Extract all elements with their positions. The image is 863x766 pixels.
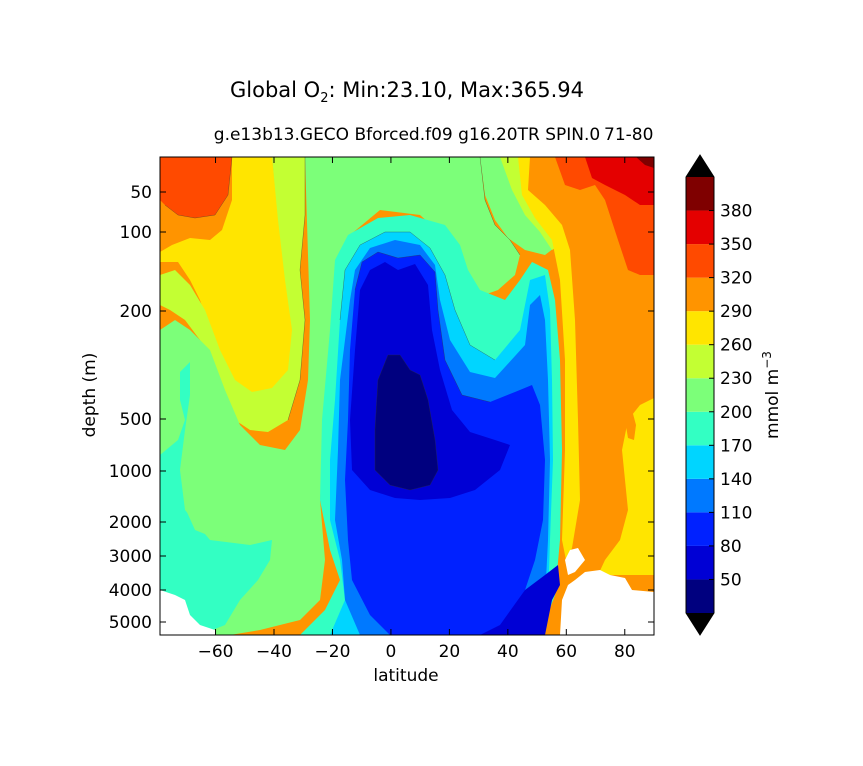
colorbar-swatch [686,244,714,278]
y-tick-label: 3000 [109,547,152,567]
chart-subtitle: g.e13b13.GECO Bforced.f09 g16.20TR SPIN.… [0,125,814,145]
colorbar-swatch [686,579,714,613]
y-tick-label: 5000 [109,613,152,633]
y-tick-label: 2000 [109,513,152,533]
seafloor-mask [160,590,215,635]
colorbar-tick-label: 110 [720,503,752,523]
x-tick-label: 0 [386,642,397,662]
colorbar-tick-label: 200 [720,403,752,423]
subtitle-left: g.e13b13.GECO Bforced.f09 g16.20TR SPIN.… [213,125,601,145]
seafloor-mask-east [560,570,654,635]
y-tick-label: 100 [120,223,152,243]
title-rest: : Min:23.10, Max:365.94 [328,78,584,102]
colorbar-tick-label: 230 [720,369,752,389]
y-tick-label: 1000 [109,462,152,482]
colorbar-tick-label: 140 [720,470,752,490]
colorbar: 380 350 320 290 260 230 200 170 140 110 80 50 [685,154,752,636]
contour-east-200 [480,157,558,255]
colorbar-swatch [686,378,714,412]
colorbar-swatch [686,311,714,345]
colorbar-swatch [686,344,714,379]
colorbar-tick-label: 380 [720,202,752,222]
contour-sw-320 [160,157,232,218]
contour-east-380 [636,157,654,168]
title-subscript: 2 [320,91,329,107]
x-tick-label: 80 [614,642,636,662]
seafloor-mask-strip [565,548,585,575]
contour-east-yellow [598,398,654,575]
contour-west-260 [160,157,295,398]
colorbar-tick-label: 320 [720,269,752,289]
plot-area [160,157,654,635]
colorbar-swatch [686,411,714,446]
title-main: Global O [229,78,321,102]
colorbar-swatch [686,512,714,546]
plot-frame [159,156,655,636]
y-tick-label: 200 [120,302,152,322]
chart-title: Global O2: Min:23.10, Max:365.94 [0,78,814,106]
y-axis: 50 100 200 500 1000 2000 3000 4000 5000 [109,183,654,633]
y-axis-label: depth (m) [80,353,100,438]
colorbar-swatch [686,210,714,245]
contour-core [375,355,438,490]
contour-200 [160,157,520,635]
y-tick-label: 4000 [109,581,152,601]
contour-west-170 [160,362,272,635]
x-tick-label: −60 [198,642,234,662]
colorbar-outline [685,154,715,636]
colorbar-tick-label: 170 [720,436,752,456]
x-tick-label: 20 [439,642,461,662]
y-tick-label: 50 [130,183,152,203]
colorbar-label-text: mmol m [763,369,783,439]
colorbar-swatch [686,177,714,211]
colorbar-swatch [686,445,714,479]
contour-west-island [186,470,250,538]
x-axis: −60 −40 −20 0 20 40 60 80 [198,157,636,662]
colorbar-extend-min [686,613,714,635]
colorbar-tick-label: 260 [720,336,752,356]
subtitle-right: 71-80 [604,125,654,145]
x-tick-label: −20 [315,642,351,662]
colorbar-swatch [686,478,714,513]
colorbar-extend-max [686,155,714,177]
colorbar-tick-label: 350 [720,235,752,255]
colorbar-tick-label: 290 [720,302,752,322]
x-tick-label: −40 [256,642,292,662]
colorbar-tick-label: 50 [720,570,742,590]
colorbar-swatch [686,277,714,312]
colorbar-label-exp: −3 [760,351,774,369]
y-tick-label: 500 [120,410,152,430]
contour-deep-edge [480,565,560,635]
colorbar-label: mmol m−3 [760,351,783,439]
contour-lines [164,157,521,491]
x-axis-label: latitude [373,666,438,686]
contour-west-230 [160,157,305,432]
colorbar-swatch [686,545,714,580]
contour-east-orange-patch [625,410,636,440]
x-tick-label: 40 [497,642,519,662]
x-tick-label: 60 [555,642,577,662]
contour-east-260 [518,157,580,560]
contour-east-350 [585,157,654,205]
colorbar-tick-label: 80 [720,537,742,557]
